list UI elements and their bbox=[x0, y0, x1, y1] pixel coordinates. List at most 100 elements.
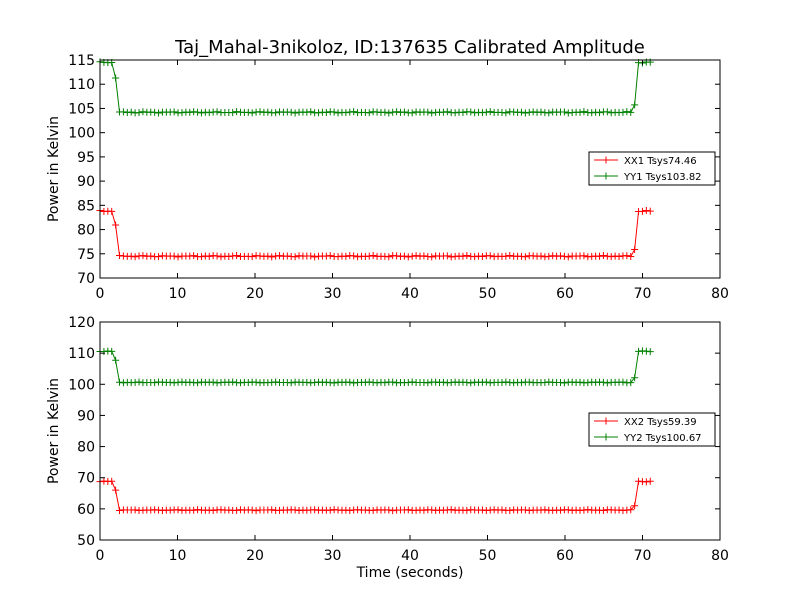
data-point bbox=[482, 108, 490, 116]
y-tick-label: 80 bbox=[77, 223, 95, 239]
data-point bbox=[596, 252, 604, 260]
legend-swatch-marker bbox=[602, 417, 610, 425]
data-point bbox=[365, 252, 373, 260]
data-point bbox=[619, 378, 627, 386]
data-point bbox=[631, 245, 639, 253]
data-point bbox=[307, 252, 315, 260]
y-tick-label: 90 bbox=[77, 174, 95, 190]
data-point bbox=[135, 109, 143, 117]
y-tick-label: 50 bbox=[77, 533, 95, 549]
data-point bbox=[564, 506, 572, 514]
data-point bbox=[642, 478, 650, 486]
data-point bbox=[209, 506, 217, 514]
y-tick-label: 60 bbox=[77, 502, 95, 518]
data-point bbox=[506, 251, 514, 259]
data-point bbox=[342, 252, 350, 260]
data-point bbox=[256, 108, 264, 116]
data-point bbox=[420, 252, 428, 260]
data-point bbox=[627, 379, 635, 387]
x-tick-label: 40 bbox=[401, 286, 419, 302]
data-point bbox=[580, 252, 588, 260]
data-point bbox=[459, 109, 467, 117]
data-point bbox=[112, 356, 120, 364]
data-point bbox=[560, 379, 568, 387]
data-point bbox=[272, 109, 280, 117]
data-point bbox=[369, 251, 377, 259]
data-point bbox=[135, 378, 143, 386]
data-point bbox=[646, 348, 654, 356]
y-tick-label: 70 bbox=[77, 471, 95, 487]
x-tick-label: 20 bbox=[246, 286, 264, 302]
data-point bbox=[428, 109, 436, 117]
y-axis-label: Power in Kelvin bbox=[46, 116, 62, 222]
legend: XX2 Tsys59.39 YY2 Tsys100.67 bbox=[588, 412, 716, 447]
data-point bbox=[264, 252, 272, 260]
data-point bbox=[272, 378, 280, 386]
data-point bbox=[233, 108, 241, 116]
x-tick-label: 50 bbox=[479, 286, 497, 302]
data-point bbox=[229, 109, 237, 117]
data-point bbox=[283, 252, 291, 260]
data-point bbox=[428, 253, 436, 261]
legend-box bbox=[588, 412, 716, 447]
data-point bbox=[408, 109, 416, 117]
data-point bbox=[291, 109, 299, 117]
x-tick-label: 10 bbox=[169, 548, 187, 564]
x-tick-label: 30 bbox=[324, 286, 342, 302]
data-point bbox=[170, 252, 178, 260]
x-tick-label: 80 bbox=[711, 548, 729, 564]
x-axis-label: Time (seconds) bbox=[356, 565, 464, 581]
data-point bbox=[326, 506, 334, 514]
data-point bbox=[276, 252, 284, 260]
figure-title: Taj_Mahal-3nikoloz, ID:137635 Calibrated… bbox=[174, 37, 645, 58]
data-point bbox=[635, 347, 643, 355]
data-point bbox=[315, 109, 323, 117]
data-point bbox=[330, 108, 338, 116]
data-point bbox=[291, 253, 299, 261]
data-point bbox=[580, 108, 588, 116]
data-point bbox=[584, 379, 592, 387]
data-point bbox=[287, 108, 295, 116]
data-point bbox=[603, 379, 611, 387]
data-point bbox=[404, 253, 412, 261]
data-point bbox=[646, 477, 654, 485]
data-point bbox=[486, 252, 494, 260]
data-point bbox=[268, 506, 276, 514]
data-point bbox=[127, 252, 135, 260]
data-point bbox=[560, 252, 568, 260]
data-point bbox=[213, 108, 221, 116]
data-point bbox=[108, 207, 116, 215]
data-point bbox=[346, 108, 354, 116]
data-point bbox=[190, 506, 198, 514]
y-tick-label: 105 bbox=[68, 101, 95, 117]
data-point bbox=[213, 252, 221, 260]
data-point bbox=[642, 206, 650, 214]
data-point bbox=[537, 252, 545, 260]
data-point bbox=[350, 252, 358, 260]
legend: XX1 Tsys74.46 YY1 Tsys103.82 bbox=[588, 151, 716, 186]
data-point bbox=[139, 108, 147, 116]
legend-label: YY1 Tsys103.82 bbox=[623, 172, 702, 183]
data-point bbox=[517, 108, 525, 116]
legend-swatch-marker bbox=[602, 156, 610, 164]
data-point bbox=[197, 109, 205, 117]
y-tick-label: 90 bbox=[77, 408, 95, 424]
x-tick-label: 50 bbox=[479, 548, 497, 564]
data-point bbox=[233, 506, 241, 514]
axes-container: 0 10 20 30 40 50 60 70 8070758085909510010511011… bbox=[46, 53, 729, 564]
legend-box bbox=[588, 151, 716, 186]
y-tick-label: 80 bbox=[77, 440, 95, 456]
data-point bbox=[155, 253, 163, 261]
data-point bbox=[244, 108, 252, 116]
data-point bbox=[404, 506, 412, 514]
data-point bbox=[108, 347, 116, 355]
data-point bbox=[447, 253, 455, 261]
data-point bbox=[627, 253, 635, 261]
data-point bbox=[463, 252, 471, 260]
data-point bbox=[369, 506, 377, 514]
data-point bbox=[502, 109, 510, 117]
series-line bbox=[99, 480, 651, 512]
data-point bbox=[408, 378, 416, 386]
data-point bbox=[545, 109, 553, 117]
data-point bbox=[174, 506, 182, 514]
